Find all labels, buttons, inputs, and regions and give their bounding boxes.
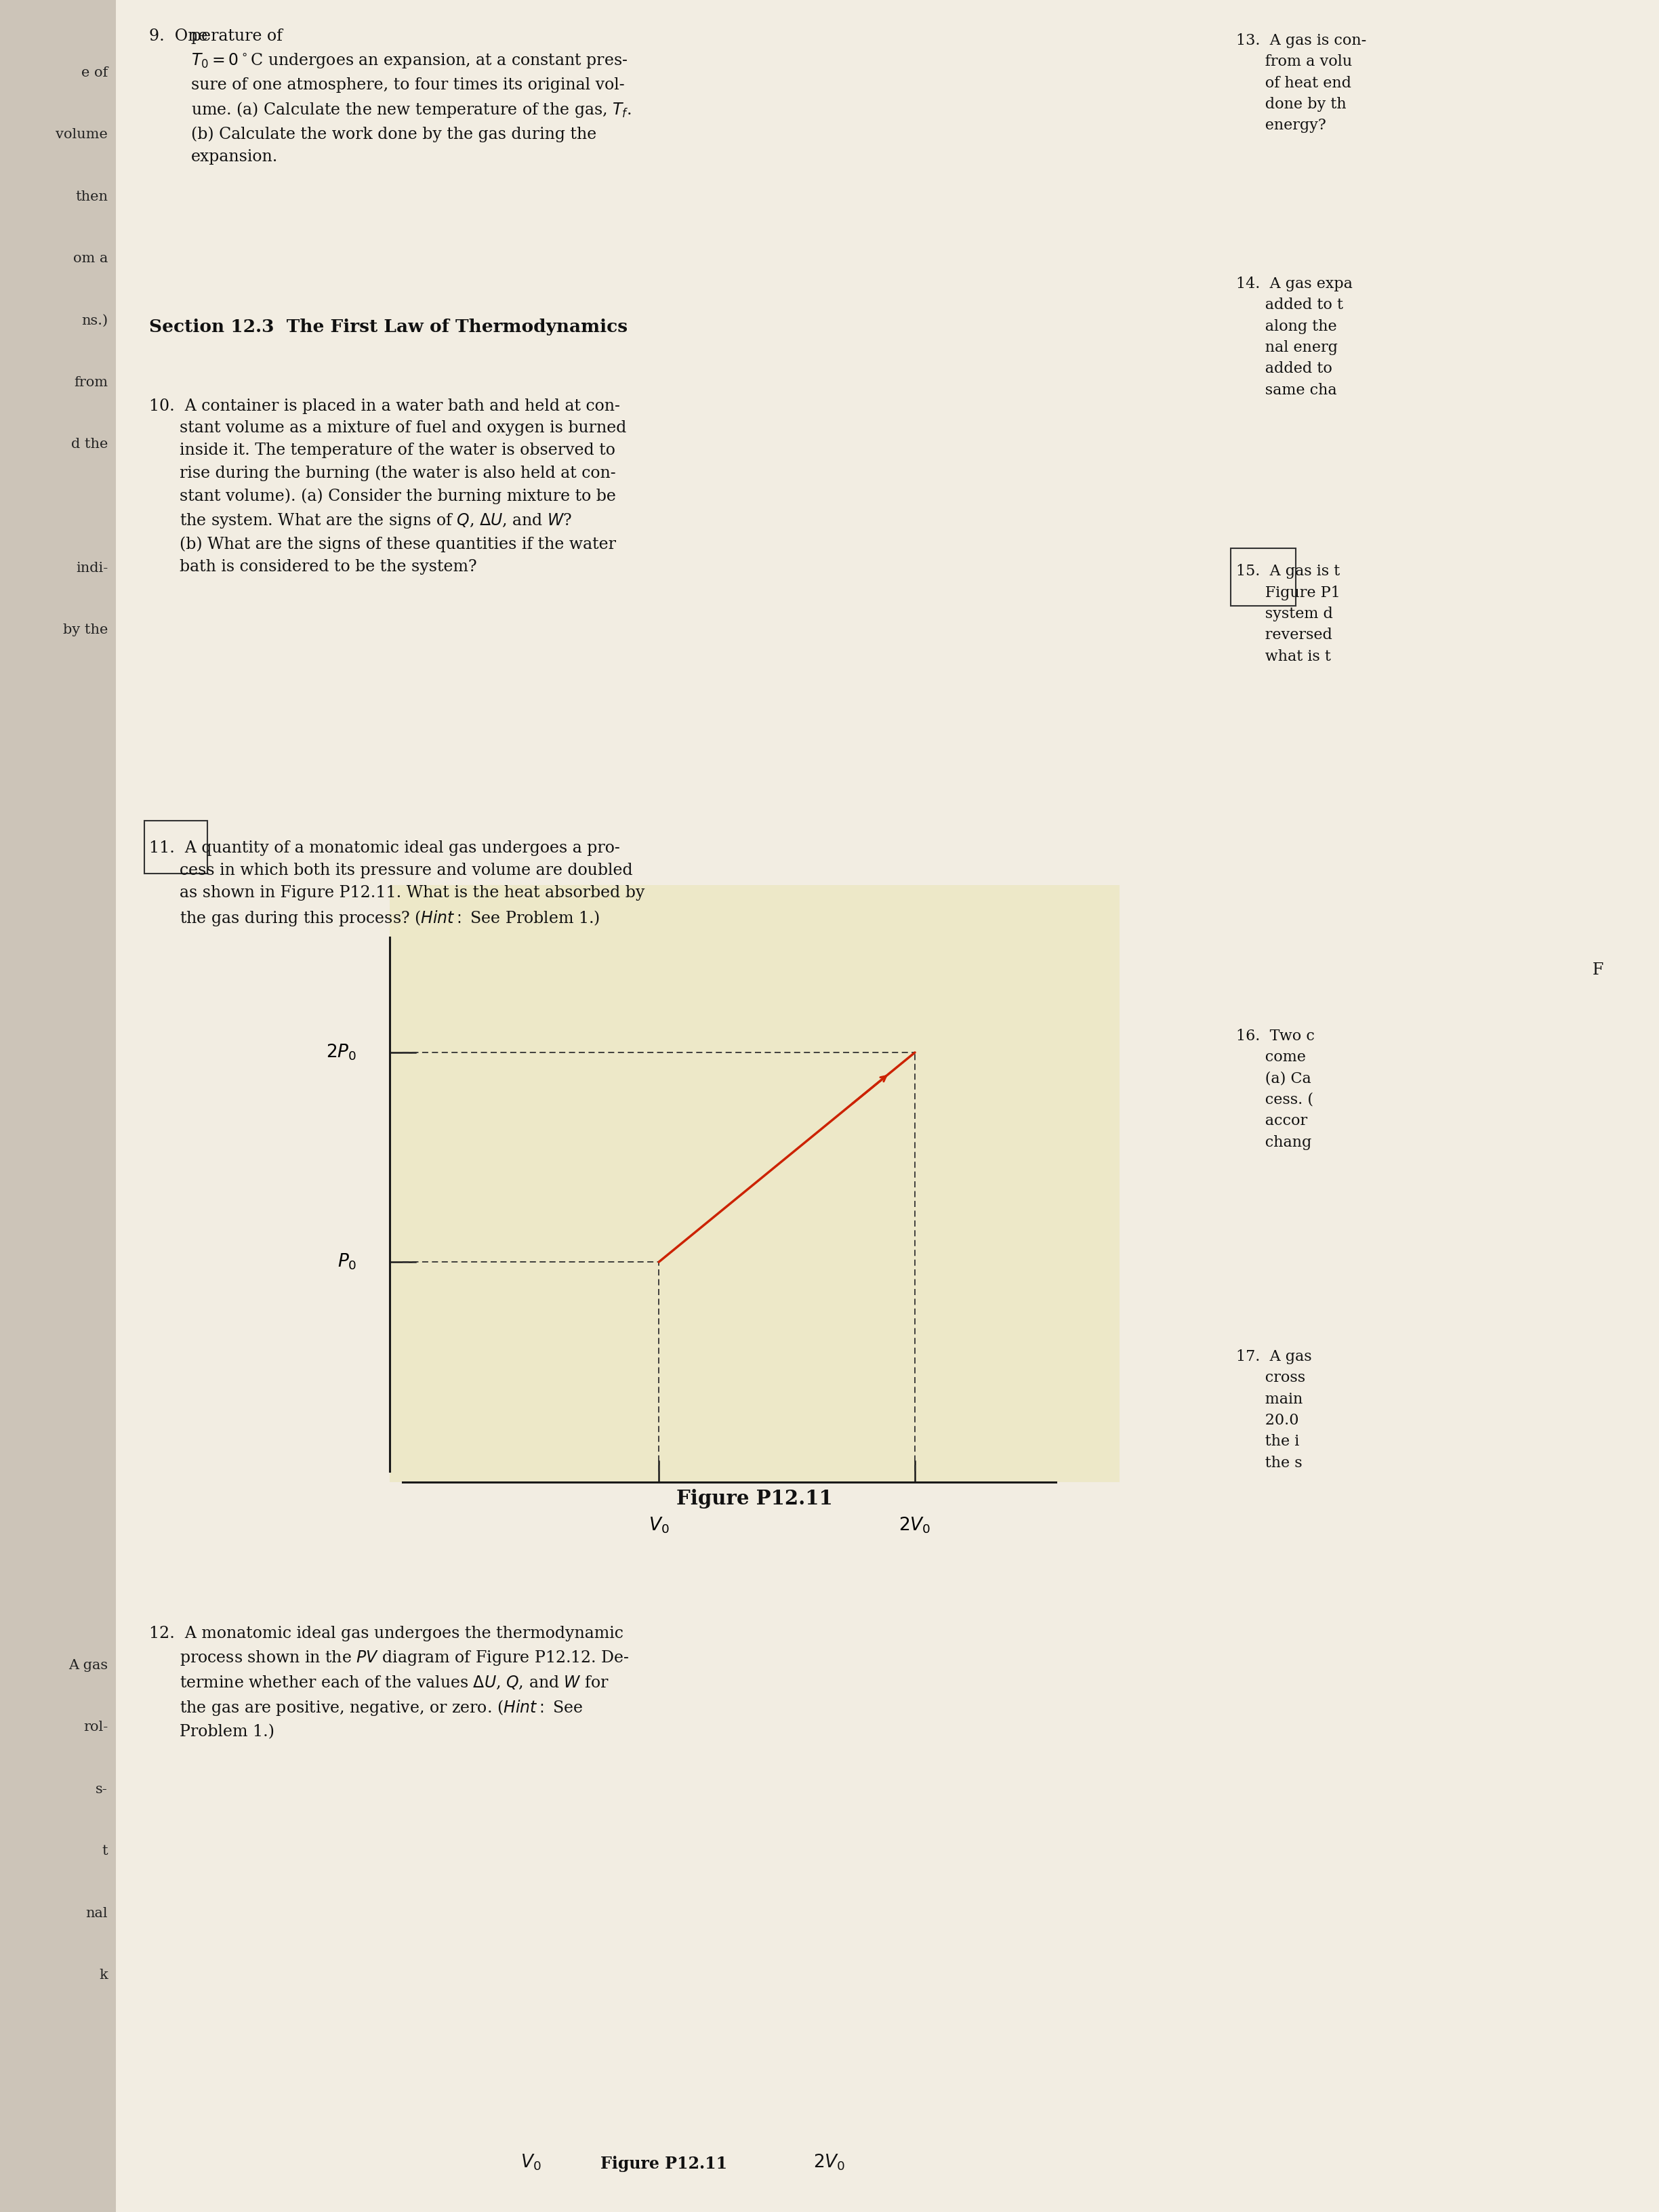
Text: 17.  A gas
      cross
      main
      20.0
      the i
      the s: 17. A gas cross main 20.0 the i the s bbox=[1236, 1349, 1312, 1471]
Text: indi-: indi- bbox=[76, 562, 108, 575]
Text: $2V_0$: $2V_0$ bbox=[899, 1515, 931, 1535]
Text: $2P_0$: $2P_0$ bbox=[325, 1042, 357, 1062]
Text: perature of
$T_0 = 0^\circ$C undergoes an expansion, at a constant pres-
sure of: perature of $T_0 = 0^\circ$C undergoes a… bbox=[191, 29, 630, 164]
Text: 10.  A container is placed in a water bath and held at con-
      stant volume a: 10. A container is placed in a water bat… bbox=[149, 398, 627, 575]
Text: Section 12.3  The First Law of Thermodynamics: Section 12.3 The First Law of Thermodyna… bbox=[149, 319, 627, 336]
Text: nal: nal bbox=[86, 1907, 108, 1920]
Text: 12.  A monatomic ideal gas undergoes the thermodynamic
      process shown in th: 12. A monatomic ideal gas undergoes the … bbox=[149, 1626, 629, 1739]
Text: t: t bbox=[101, 1845, 108, 1858]
Text: volume: volume bbox=[56, 128, 108, 142]
Text: $V_0$: $V_0$ bbox=[649, 1515, 669, 1535]
Text: d the: d the bbox=[71, 438, 108, 451]
Text: $2V_0$: $2V_0$ bbox=[813, 2152, 846, 2172]
Text: 11.  A quantity of a monatomic ideal gas undergoes a pro-
      cess in which bo: 11. A quantity of a monatomic ideal gas … bbox=[149, 841, 645, 927]
Text: from: from bbox=[75, 376, 108, 389]
Text: then: then bbox=[75, 190, 108, 204]
Text: rol-: rol- bbox=[83, 1721, 108, 1734]
Text: 14.  A gas expa
      added to t
      along the
      nal energ
      added to
: 14. A gas expa added to t along the nal … bbox=[1236, 276, 1352, 398]
Text: ns.): ns.) bbox=[81, 314, 108, 327]
Text: om a: om a bbox=[73, 252, 108, 265]
Text: 13.  A gas is con-
      from a volu
      of heat end
      done by th
      en: 13. A gas is con- from a volu of heat en… bbox=[1236, 33, 1367, 133]
Text: s-: s- bbox=[96, 1783, 108, 1796]
Text: $P_0$: $P_0$ bbox=[337, 1252, 357, 1272]
Text: 9.  One: 9. One bbox=[149, 29, 207, 44]
Text: 15.  A gas is t
      Figure P1
      system d
      reversed
      what is t: 15. A gas is t Figure P1 system d revers… bbox=[1236, 564, 1340, 664]
Text: by the: by the bbox=[63, 624, 108, 637]
Text: Figure P12.11: Figure P12.11 bbox=[677, 1489, 833, 1509]
Text: k: k bbox=[100, 1969, 108, 1982]
Text: Figure P12.11: Figure P12.11 bbox=[601, 2157, 727, 2172]
Text: F: F bbox=[1593, 962, 1604, 978]
Text: A gas: A gas bbox=[68, 1659, 108, 1672]
Text: 16.  Two c
      come
      (a) Ca
      cess. (
      accor
      chang: 16. Two c come (a) Ca cess. ( accor chan… bbox=[1236, 1029, 1314, 1150]
Text: $V_0$: $V_0$ bbox=[521, 2152, 541, 2172]
Text: e of: e of bbox=[81, 66, 108, 80]
